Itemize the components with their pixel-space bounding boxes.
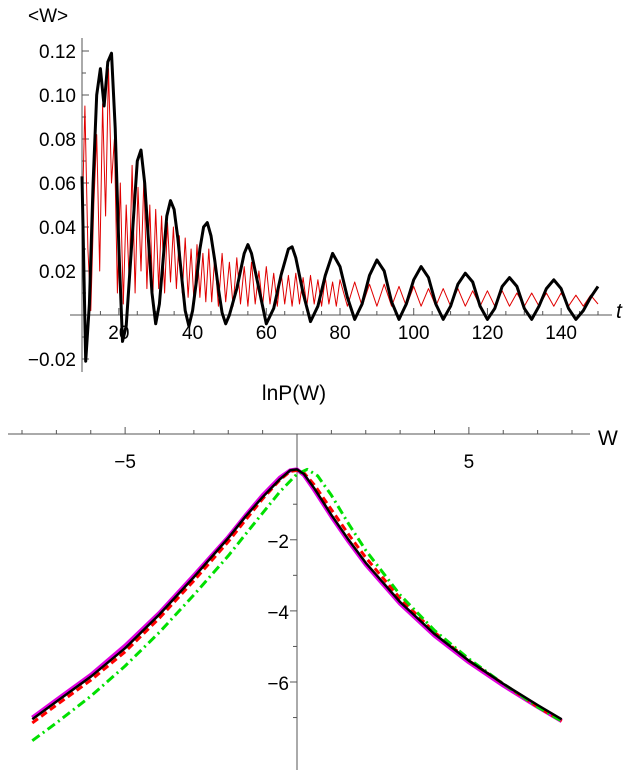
top-x-tick-label: 120 (472, 323, 504, 344)
top-y-axis-label: <W> (28, 6, 68, 27)
top-y-tick-label: 0.08 (39, 130, 76, 151)
top-chart-axes (70, 38, 612, 372)
top-y-tick-label: 0.02 (39, 262, 76, 283)
bottom-chart-ticks: −5 5 −2 −4 −6 (21, 427, 573, 719)
top-series-line (81, 68, 599, 312)
bottom-x-tick-label: −5 (114, 452, 136, 473)
top-y-tick-label: 0.04 (39, 218, 76, 239)
bottom-x-tick-label: 5 (464, 452, 475, 473)
top-x-tick-label: 80 (329, 323, 350, 344)
bottom-x-axis-label: W (598, 427, 618, 450)
bottom-chart-axes (8, 433, 590, 770)
bottom-chart-series (31, 467, 563, 742)
top-y-tick-label: 0.10 (39, 86, 76, 107)
bottom-y-tick-label: −2 (267, 532, 289, 553)
top-chart-ticks: 20 40 60 80 100 120 140−0.020.020.040.060.080.… (28, 42, 599, 371)
top-chart-series (80, 51, 600, 363)
top-x-tick-label: 140 (545, 323, 577, 344)
bottom-chart-title: lnP(W) (262, 382, 326, 405)
bottom-y-tick-label: −4 (267, 603, 289, 624)
top-series-line (80, 51, 600, 363)
top-x-tick-label: 40 (182, 323, 203, 344)
top-y-tick-label: 0.06 (39, 174, 76, 195)
time-series-chart: 20 40 60 80 100 120 140−0.020.020.040.060.080.… (28, 6, 623, 372)
top-x-tick-label: 60 (256, 323, 277, 344)
bottom-series-line (31, 468, 563, 721)
log-probability-chart: lnP(W) −5 5 −2 −4 −6 W (8, 382, 618, 770)
top-y-tick-label: −0.02 (28, 350, 76, 371)
top-x-axis-label: t (616, 300, 623, 323)
top-y-tick-label: 0.12 (39, 42, 76, 63)
bottom-y-tick-label: −6 (267, 674, 289, 695)
top-x-tick-label: 100 (398, 323, 430, 344)
